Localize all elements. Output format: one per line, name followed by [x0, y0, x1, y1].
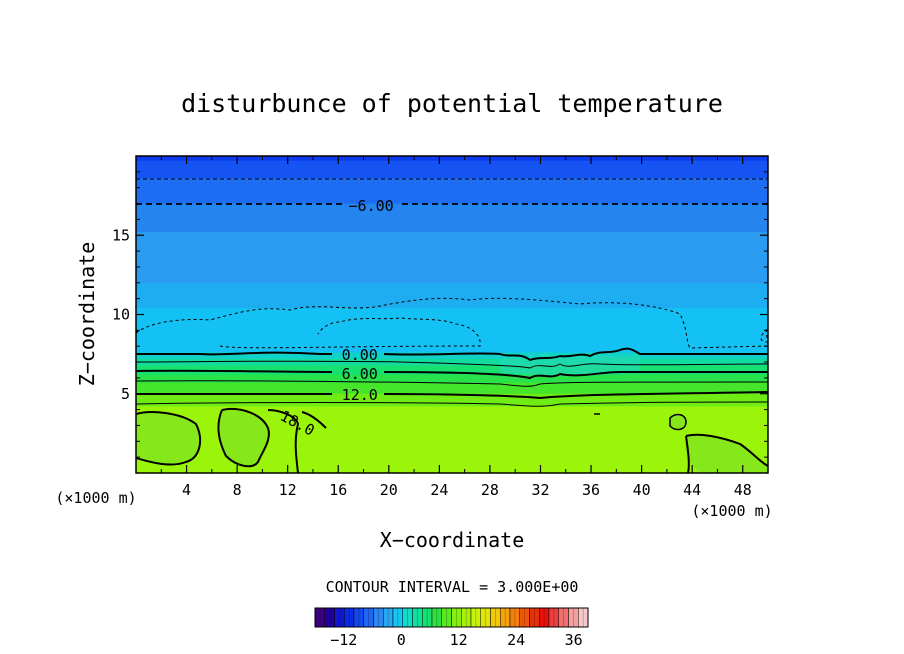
x-tick-label-0: 4: [182, 481, 191, 499]
colorbar-tick-label-0: −12: [330, 631, 357, 649]
color-band-7: [136, 352, 768, 360]
color-band-3: [136, 203, 768, 233]
contour-18-right: [685, 433, 768, 473]
x-tick-label-9: 40: [633, 481, 651, 499]
contour-label-0: −6.00: [349, 197, 394, 215]
green-patch-3: [684, 434, 768, 473]
colorbar-tick-labels: −12 0 12 24 36: [330, 631, 582, 649]
x-tick-label-11: 48: [734, 481, 752, 499]
x-tick-label-2: 12: [279, 481, 297, 499]
contour-label-group-3: 12.0: [342, 386, 378, 404]
y-tick-label-1: 10: [112, 306, 130, 324]
color-band-10: [136, 374, 768, 384]
color-band-8: [136, 358, 768, 366]
y-axis: 5 10 15: [112, 171, 768, 458]
contour-label-group-2: 6.00: [342, 365, 378, 383]
color-band-2: [136, 178, 768, 205]
x-axis: 4 8 12 16 20 24 28 32 36 40 44 48: [160, 156, 752, 499]
colorbar-tick-label-1: 0: [397, 631, 406, 649]
x-tick-label-8: 36: [582, 481, 600, 499]
contour-12: [136, 391, 768, 400]
y-tick-label-2: 15: [112, 226, 130, 244]
contour-label-2: 6.00: [342, 365, 378, 383]
chart-title: disturbunce of potential temperature: [181, 89, 723, 118]
color-band-5: [136, 282, 768, 309]
contour-label-3: 12.0: [342, 386, 378, 404]
x-unit-label: (×1000 m): [691, 502, 772, 520]
y-unit-label: (×1000 m): [55, 489, 136, 507]
color-band-1: [136, 160, 768, 179]
contour-lines: [136, 178, 768, 473]
contour-label-1: 0.00: [342, 346, 378, 364]
color-layers: [136, 156, 768, 473]
x-tick-label-10: 44: [683, 481, 701, 499]
x-tick-label-1: 8: [233, 481, 242, 499]
contour-9: [136, 380, 768, 387]
color-band-6: [136, 308, 768, 354]
color-band-9: [136, 365, 768, 376]
contour-3: [136, 360, 768, 369]
colorbar-tick-label-3: 24: [507, 631, 525, 649]
y-tick-label-0: 5: [121, 385, 130, 403]
green-patch-1: [136, 412, 201, 465]
contour-6: [136, 369, 768, 380]
colorbar-tick-label-4: 36: [565, 631, 583, 649]
contour-18-main: [136, 408, 327, 473]
color-band-4: [136, 232, 768, 284]
contour-label-group-0: −6.00: [349, 197, 394, 215]
x-tick-label-4: 20: [380, 481, 398, 499]
contour-0: [136, 347, 768, 362]
colorbar: [314, 607, 589, 628]
colorbar-frame: [314, 607, 589, 628]
x-tick-label-5: 24: [430, 481, 448, 499]
green-patch-4: [670, 414, 686, 430]
contour-18-small: [669, 413, 687, 431]
contour-label-group-1: 0.00: [342, 346, 378, 364]
x-tick-label-3: 16: [329, 481, 347, 499]
colorbar-tick-label-2: 12: [450, 631, 468, 649]
x-tick-label-7: 32: [531, 481, 549, 499]
x-axis-label: X−coordinate: [380, 528, 525, 552]
green-patch-2: [218, 408, 269, 467]
contour-15: [136, 401, 768, 407]
contour-interval-label: CONTOUR INTERVAL = 3.000E+00: [326, 578, 579, 596]
y-axis-label: Z−coordinate: [75, 242, 99, 387]
color-band-11: [136, 382, 768, 395]
x-tick-label-6: 28: [481, 481, 499, 499]
color-band-12: [136, 393, 768, 407]
color-band-0: [136, 156, 768, 162]
